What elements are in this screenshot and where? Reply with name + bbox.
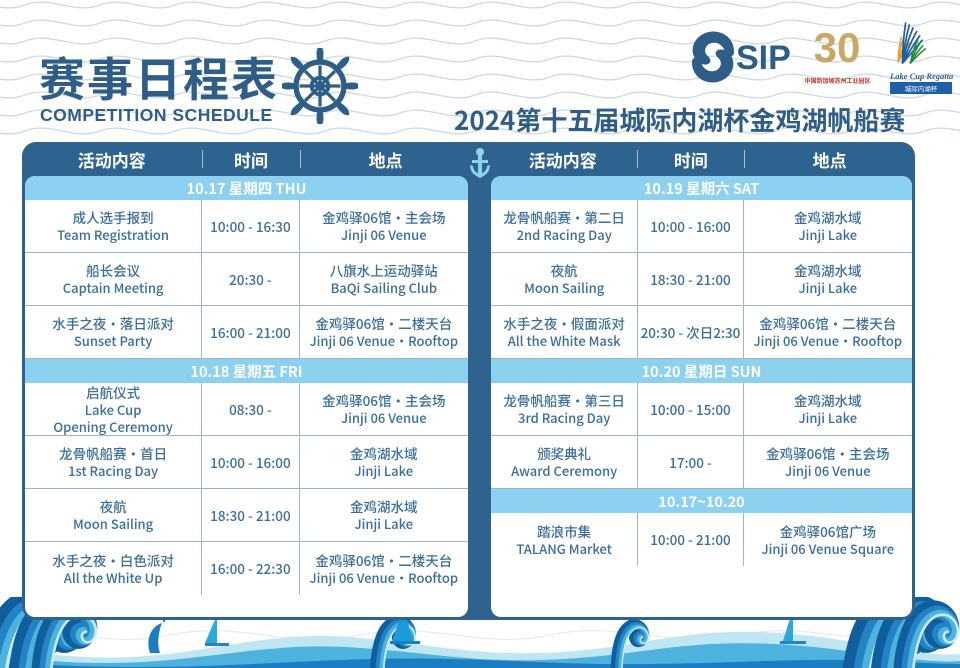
- svg-text:SIP: SIP: [736, 39, 791, 77]
- svg-text:30: 30: [814, 24, 861, 71]
